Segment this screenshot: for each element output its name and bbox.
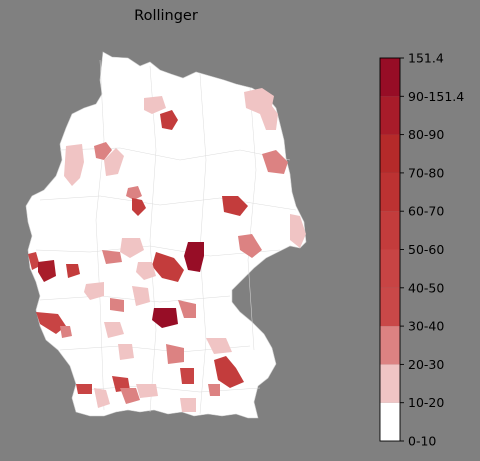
district-region [178,300,196,318]
colorbar-bin [380,96,400,135]
district-region [180,368,194,384]
district-region [184,242,204,272]
colorbar-bin [380,326,400,365]
colorbar-bin [380,211,400,250]
colorbar-tick-label: 90-151.4 [408,89,464,104]
colorbar-tick-label: 151.4 [408,51,444,66]
district-region [136,384,158,398]
colorbar-bin [380,249,400,288]
district-region [206,338,232,354]
district-region [222,196,248,216]
colorbar-bins [380,58,400,441]
germany-choropleth-map [25,51,307,419]
district-region [160,110,178,130]
district-region [214,356,244,388]
district-region [104,148,124,176]
district-region [290,214,306,248]
district-region [36,312,66,334]
district-region [208,384,220,396]
district-region [132,286,150,306]
colorbar-tick-label: 60-70 [408,204,444,219]
district-region [60,326,72,338]
district-region [94,142,112,160]
district-region [110,298,124,312]
district-region [104,322,124,338]
district-region [180,398,196,412]
map-title: Rollinger [134,8,198,24]
district-region [38,260,56,282]
colorbar-bin [380,287,400,327]
district-region [144,96,166,114]
district-fills [28,88,306,412]
colorbar-ticks: 0-10 10-20 20-30 30-40 40-50 50-60 60-70 70-80 8… [400,51,464,449]
district-region [126,186,142,200]
colorbar-tick-label: 40-50 [408,280,444,295]
colorbar-bin [380,364,400,403]
district-region [120,238,144,258]
district-region [244,88,278,130]
colorbar-bin [380,134,400,173]
colorbar-bin [380,172,400,212]
district-region [152,252,184,282]
colorbar-tick-label: 70-80 [408,165,444,180]
district-region [132,198,146,216]
district-region [120,388,140,404]
district-region [84,282,104,300]
colorbar-tick-label: 20-30 [408,357,444,372]
district-region [66,264,80,278]
district-region [152,308,178,328]
colorbar-tick-label: 10-20 [408,395,444,410]
district-region [136,262,156,280]
colorbar-tick-label: 30-40 [408,319,444,334]
district-region [94,388,110,408]
district-region [64,144,84,186]
colorbar-tick-label: 0-10 [408,434,436,449]
district-region [238,234,262,258]
colorbar-bin [380,58,400,97]
district-region [118,344,134,360]
district-region [76,384,92,394]
district-region [28,252,40,270]
colorbar-tick-label: 80-90 [408,127,444,142]
colorbar-bin [380,402,400,441]
district-region [102,250,122,264]
colorbar-tick-label: 50-60 [408,242,444,257]
district-region [166,344,184,364]
district-region [262,150,288,174]
